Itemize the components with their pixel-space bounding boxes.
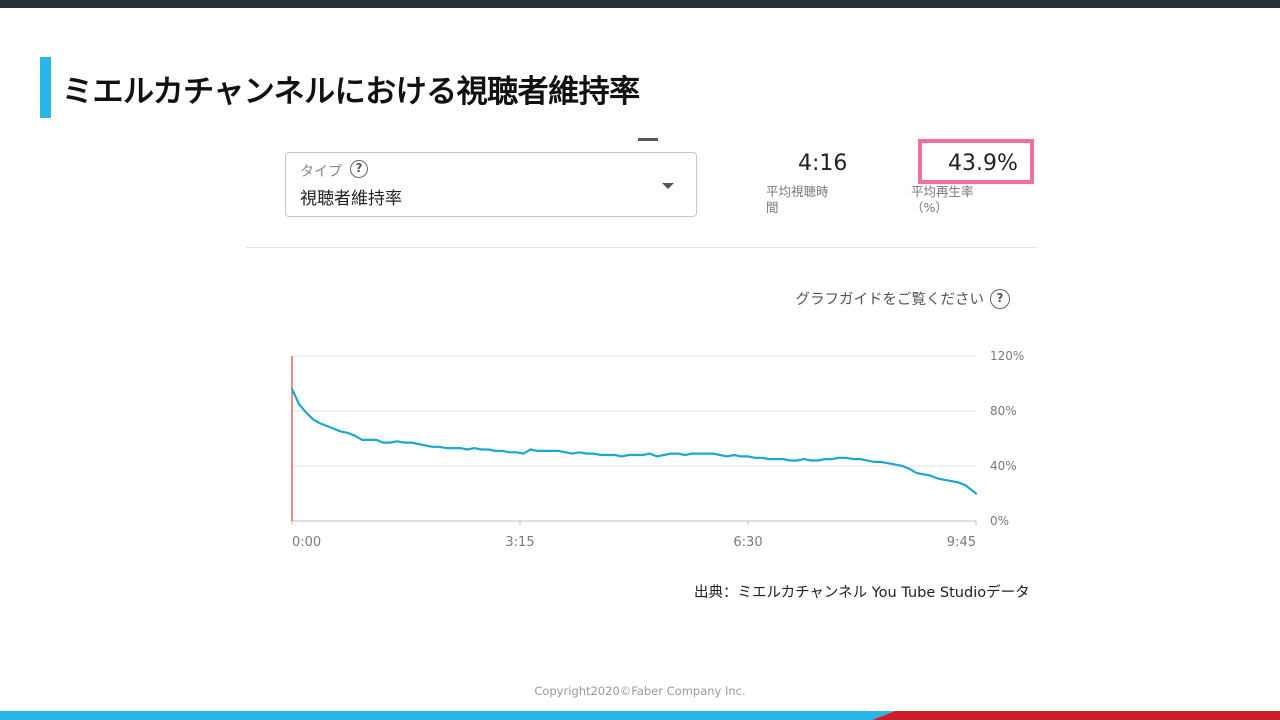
avg-percentage-label-line2: （%） bbox=[911, 200, 948, 215]
bottom-color-bar bbox=[0, 711, 1280, 720]
divider bbox=[246, 247, 1037, 248]
source-note: 出典：ミエルカチャンネル You Tube Studioデータ bbox=[694, 585, 1030, 601]
retention-series-line[interactable] bbox=[290, 387, 978, 495]
slide-title: ミエルカチャンネルにおける視聴者維持率 bbox=[62, 74, 640, 110]
copyright: Copyright2020©Faber Company Inc. bbox=[534, 684, 746, 698]
highlight-box bbox=[918, 139, 1034, 184]
x-tick-label: 9:45 bbox=[947, 535, 976, 550]
dropdown-arrow-icon[interactable] bbox=[662, 183, 674, 189]
top-bar bbox=[0, 0, 1280, 8]
x-tick-label: 3:15 bbox=[505, 535, 534, 550]
avg-percentage-value: 43.9% bbox=[948, 151, 1018, 176]
avg-percentage-label: 平均再生率 （%） bbox=[911, 184, 974, 216]
type-select[interactable]: タイプ ? 視聴者維持率 bbox=[285, 152, 697, 217]
avg-view-duration-value: 4:16 bbox=[798, 151, 848, 176]
minimize-dash bbox=[638, 138, 658, 141]
graph-guide-link[interactable]: グラフガイドをご覧ください bbox=[795, 292, 985, 308]
avg-percentage-label-line1: 平均再生率 bbox=[911, 184, 974, 199]
y-tick-label: 40% bbox=[990, 459, 1017, 473]
y-tick-label: 0% bbox=[990, 514, 1009, 528]
bottom-bar-red bbox=[872, 711, 1280, 720]
title-accent-bar bbox=[40, 57, 51, 118]
graph-guide-help-icon[interactable]: ? bbox=[990, 289, 1010, 309]
type-select-value: 視聴者維持率 bbox=[300, 189, 402, 209]
x-tick-label: 0:00 bbox=[292, 535, 321, 550]
type-select-label: タイプ bbox=[300, 164, 342, 180]
bottom-bar-blue bbox=[0, 711, 895, 720]
help-icon[interactable]: ? bbox=[350, 160, 368, 178]
avg-view-duration-label-line1: 平均視聴時 bbox=[766, 184, 829, 199]
avg-view-duration-label-line2: 間 bbox=[766, 200, 779, 215]
y-tick-label: 120% bbox=[990, 349, 1024, 363]
avg-view-duration-label: 平均視聴時 間 bbox=[766, 184, 829, 216]
x-tick-label: 6:30 bbox=[733, 535, 762, 550]
y-tick-label: 80% bbox=[990, 404, 1017, 418]
